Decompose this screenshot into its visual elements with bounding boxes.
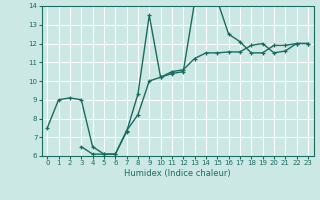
X-axis label: Humidex (Indice chaleur): Humidex (Indice chaleur) [124,169,231,178]
